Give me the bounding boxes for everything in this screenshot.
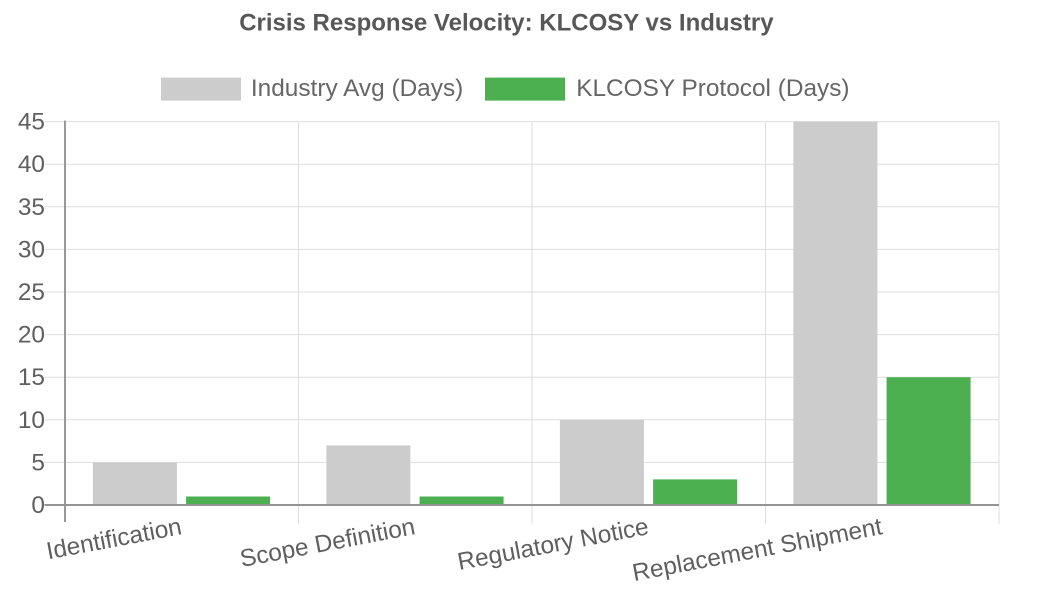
svg-text:25: 25 [18,279,45,306]
svg-text:45: 45 [18,109,45,136]
svg-text:KLCOSY Protocol (Days): KLCOSY Protocol (Days) [576,75,849,102]
svg-text:5: 5 [31,449,45,476]
svg-text:15: 15 [18,364,45,391]
svg-text:30: 30 [18,236,45,263]
svg-text:Crisis Response Velocity: KLCO: Crisis Response Velocity: KLCOSY vs Indu… [239,10,774,37]
svg-text:10: 10 [18,407,45,434]
svg-text:40: 40 [18,151,45,178]
svg-text:0: 0 [31,492,45,519]
svg-text:35: 35 [18,194,45,221]
svg-text:Industry Avg (Days): Industry Avg (Days) [251,75,463,102]
svg-text:20: 20 [18,322,45,349]
